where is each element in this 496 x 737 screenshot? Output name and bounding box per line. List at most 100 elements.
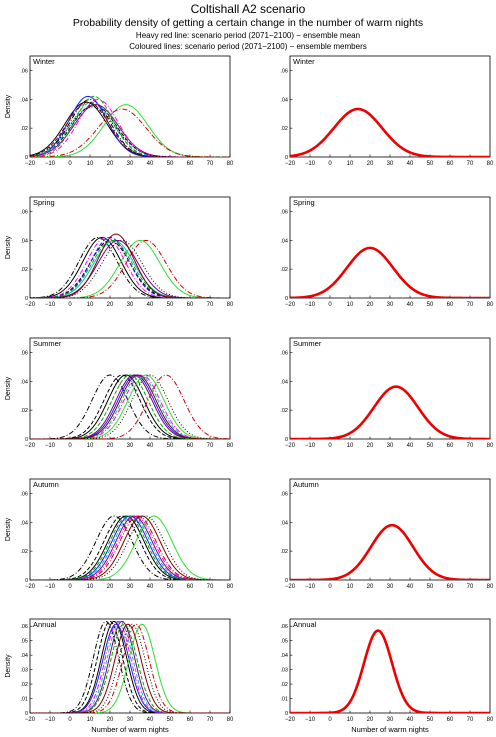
member-curve-1 [30,236,230,298]
x-tick-label: 30 [387,161,394,167]
x-tick-label: 40 [147,443,154,449]
x-tick-label: 70 [467,717,474,723]
y-tick-label: .06 [20,209,28,215]
member-curve-9 [30,515,230,580]
y-tick-label: .02 [20,126,28,132]
plot-frame [289,618,491,714]
x-tick-label: −20 [25,717,36,723]
x-tick-label: 60 [447,161,454,167]
member-curve-1 [30,98,230,157]
x-tick-label: 40 [407,443,414,449]
x-tick-label: −10 [305,443,316,449]
x-tick-label: 10 [87,161,94,167]
x-tick-label: 70 [467,161,474,167]
member-curve-2 [30,104,230,157]
x-tick-label: −10 [45,161,56,167]
x-tick-label: 70 [467,443,474,449]
plot-frame [29,337,231,440]
member-curve-2 [30,620,230,713]
x-tick-label: 0 [328,443,332,449]
x-tick-label: 50 [427,717,434,723]
y-tick-label: .06 [280,209,288,215]
panel-label: Summer [33,339,62,348]
ensemble-mean-curve [290,523,490,580]
x-tick-label: −20 [285,443,296,449]
x-tick-label: 50 [427,161,434,167]
x-tick-label: 40 [147,161,154,167]
x-tick-label: −20 [285,584,296,590]
member-curve-4 [30,95,230,157]
x-tick-label: 20 [367,443,374,449]
panel-label: Winter [33,57,55,66]
member-curve-12 [30,515,230,580]
panel-summer-members: −20 −10 0 10 20 30 40 50 60 70 80 0 .02 .04 .06 Summer D… [5,337,234,449]
member-curve-8 [30,515,230,580]
curves [30,233,230,298]
x-tick-label: 50 [427,584,434,590]
x-tick-label: 10 [347,302,354,308]
y-tick-label: 0 [285,296,288,302]
x-tick-label: 10 [87,443,94,449]
x-tick-label: 50 [167,584,174,590]
x-tick-label: 0 [328,584,332,590]
x-tick-label: 10 [347,443,354,449]
member-curve-5 [30,620,230,713]
member-curve-5 [30,515,230,580]
x-tick-label: 20 [367,302,374,308]
x-tick-label: 0 [328,161,332,167]
panel-summer-mean: −20 −10 0 10 20 30 40 50 60 70 80 0 .02 .04 .06 Summer [280,337,494,449]
member-curve-1 [30,620,230,713]
panel-label: Annual [33,620,57,629]
member-curve-7 [30,98,230,157]
y-tick-label: .02 [20,682,28,688]
ensemble-mean-curve [290,246,490,298]
x-tick-label: 70 [207,584,214,590]
panel-label: Autumn [33,480,59,489]
curves [30,620,230,713]
x-tick-label: 80 [487,584,494,590]
x-tick-label: 40 [147,584,154,590]
x-tick-label: 70 [207,443,214,449]
x-tick-label: 70 [207,161,214,167]
y-tick-label: .04 [20,653,28,659]
member-curve-11 [30,623,230,713]
curves [30,95,230,157]
x-tick-label: 80 [487,302,494,308]
x-tick-label: 60 [187,302,194,308]
x-tick-label: −10 [305,302,316,308]
y-tick-label: 0 [25,296,28,302]
member-curve-12 [30,106,230,157]
y-tick-label: 0 [285,155,288,161]
x-tick-label: 40 [407,584,414,590]
curves [290,385,490,439]
member-curve-9 [30,374,230,439]
member-curve-11 [30,101,230,157]
y-tick-label: 0 [25,155,28,161]
x-tick-label: 20 [367,161,374,167]
x-tick-label: −20 [285,302,296,308]
y-tick-label: 0 [285,711,288,717]
x-tick-label: 60 [187,717,194,723]
y-tick-label: 0 [25,711,28,717]
x-tick-label: −10 [45,717,56,723]
x-tick-label: 10 [347,161,354,167]
y-axis-label: Density [5,235,12,259]
ensemble-mean-curve [290,107,490,157]
x-tick-label: 0 [68,302,72,308]
x-tick-label: −10 [45,584,56,590]
member-curve-6 [30,620,230,713]
x-tick-label: 10 [87,717,94,723]
y-tick-label: .05 [20,639,28,645]
y-tick-label: .04 [280,520,288,526]
y-tick-label: 0 [25,578,28,584]
member-curve-3 [30,515,230,580]
x-tick-label: 30 [387,443,394,449]
x-tick-label: 0 [68,161,72,167]
x-tick-label: 20 [367,584,374,590]
y-tick-label: .02 [280,408,288,414]
y-tick-label: .04 [280,379,288,385]
panel-winter-mean: −20 −10 0 10 20 30 40 50 60 70 80 0 .02 .04 .06 Winter [280,55,494,167]
curves [290,107,490,157]
y-tick-label: .04 [20,520,28,526]
x-tick-label: 20 [107,443,114,449]
